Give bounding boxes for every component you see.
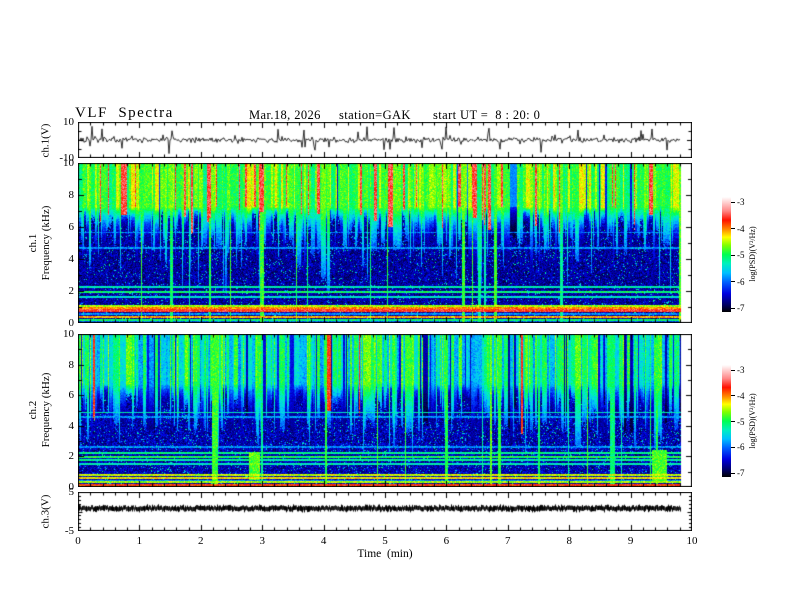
colorbar-tick-mark <box>731 281 735 282</box>
x-tick-label: 2 <box>198 535 204 547</box>
plot-station: station=GAK <box>339 108 411 122</box>
colorbar-tick-mark <box>731 201 735 203</box>
x-tick-label: 3 <box>259 535 265 547</box>
spec2-freq-tick-label: 10 <box>63 328 74 340</box>
spec1-freq-tick-label: 6 <box>68 221 75 233</box>
spec1-freq-tick-label: 4 <box>68 253 75 265</box>
plot-title: VLF Spectra <box>75 105 174 121</box>
colorbar-tick-label: -5 <box>737 250 745 260</box>
x-tick-label: 4 <box>320 535 327 547</box>
ch1-voltage-tick-label: -10 <box>59 152 74 164</box>
ch2-spectrogram-canvas <box>78 334 692 487</box>
x-tick-label: 0 <box>75 535 81 547</box>
ch1-voltage-tick-label: 10 <box>63 116 74 128</box>
x-tick-label: 8 <box>566 535 572 547</box>
colorbar-tick-label: -3 <box>737 197 745 207</box>
colorbar-tick-label: -7 <box>737 303 745 313</box>
colorbar-tick-label: -4 <box>737 223 745 234</box>
ch1-spectrogram-canvas <box>78 163 692 323</box>
spec1-freq-tick-label: 0 <box>68 317 75 329</box>
colorbar-tick-label: -3 <box>737 365 745 375</box>
ch3-waveform-canvas <box>78 492 692 531</box>
x-tick-label: 9 <box>627 535 634 547</box>
plot-date: Mar.18, 2026 <box>249 108 321 122</box>
spec2-freq-tick-label: 0 <box>68 481 75 493</box>
colorbar-tick-mark <box>731 228 735 229</box>
x-tick-label: 10 <box>686 535 698 547</box>
colorbar-tick-label: -7 <box>737 468 745 478</box>
colorbar-tick-label: -4 <box>737 390 745 401</box>
ch2-frequency-axis-label-line1: ch.2 <box>27 400 39 420</box>
colorbar-tick-label: -6 <box>737 442 745 453</box>
colorbar-tick-label: -5 <box>737 416 745 427</box>
spec1-freq-tick-label: 8 <box>68 189 75 201</box>
x-tick-label: 5 <box>382 535 388 547</box>
colorbar-tick-mark <box>731 446 735 448</box>
x-tick-label: 7 <box>505 535 511 547</box>
spec1-freq-tick-label: 10 <box>63 157 74 169</box>
plot-start-ut: start UT = 8 : 20: 0 <box>433 108 541 122</box>
spec2-freq-tick-label: 4 <box>68 419 75 432</box>
colorbar-tick-mark <box>731 369 735 371</box>
ch2-frequency-axis-label: ch.2 Frequency (kHz) <box>27 335 53 485</box>
colorbar-tick-mark <box>731 472 735 474</box>
ch1-colorbar <box>722 197 731 312</box>
time-axis-label: Time (min) <box>357 548 413 560</box>
colorbar-tick-mark <box>731 395 735 397</box>
spec2-freq-tick-label: 8 <box>68 358 75 371</box>
x-tick-label: 1 <box>136 535 143 547</box>
ch2-frequency-axis-label-line2: Frequency (kHz) <box>40 372 52 448</box>
ch1-waveform-canvas <box>78 122 692 158</box>
ch2-colorbar <box>722 365 731 477</box>
spec1-freq-tick-label: 2 <box>68 285 75 297</box>
spec2-freq-tick-label: 2 <box>68 450 75 463</box>
ch3-voltage-tick-label: 5 <box>68 486 75 498</box>
x-tick-label: 6 <box>443 535 450 547</box>
colorbar-tick-mark <box>731 307 735 309</box>
colorbar-tick-mark <box>731 421 735 422</box>
spec2-freq-tick-label: 6 <box>68 389 75 402</box>
ch1-frequency-axis-label-line1: ch.1 <box>27 233 39 253</box>
colorbar-tick-mark <box>731 254 735 256</box>
colorbar-tick-label: -6 <box>737 276 745 287</box>
ch3-voltage-tick-label: -5 <box>64 525 74 537</box>
